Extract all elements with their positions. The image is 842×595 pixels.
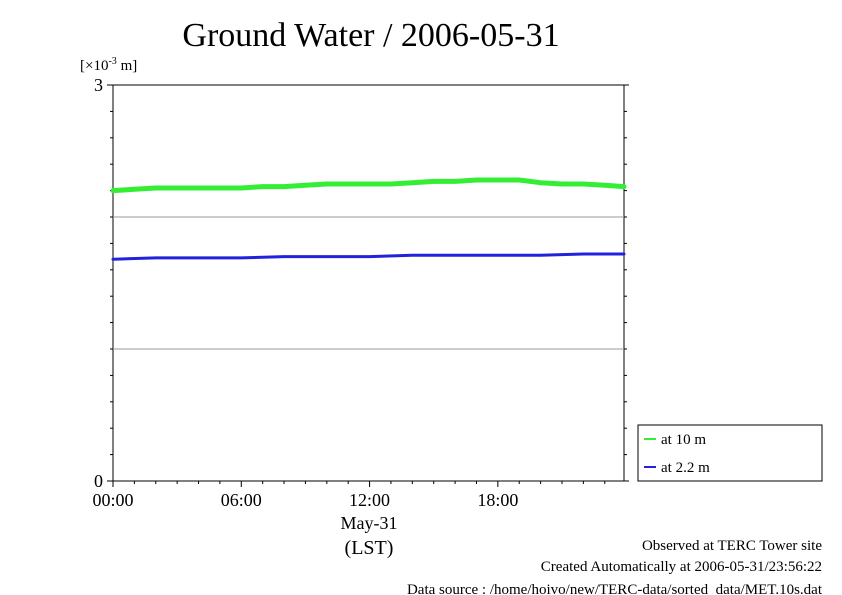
plot-area — [112, 84, 625, 482]
series-line-0 — [110, 177, 627, 194]
x-tick-label-0: 00:00 — [92, 490, 133, 510]
x-axis-ticks: 00:00 06:00 12:00 18:00 — [92, 481, 606, 510]
legend: at 10 m at 2.2 m — [637, 424, 823, 482]
y-axis-ticks: 03 — [94, 75, 629, 491]
footer-source: Data source : /home/hoivo/new/TERC-data/… — [407, 582, 823, 595]
chart-title: Ground Water / 2006-05-31 — [182, 17, 559, 54]
legend-label-2-2m: at 2.2 m — [661, 460, 710, 476]
footer-observed: Observed at TERC Tower site — [642, 538, 822, 554]
y-unit-suffix: m] — [117, 58, 137, 74]
y-tick-label-0: 0 — [94, 471, 103, 491]
x-tick-label-1: 06:00 — [221, 490, 262, 510]
x-timezone-label: (LST) — [345, 537, 394, 559]
series-lines — [110, 177, 627, 261]
footer-created: Created Automatically at 2006-05-31/23:5… — [541, 559, 822, 575]
y-unit-label: [×10-3 m] — [80, 56, 137, 74]
series-line-1 — [111, 252, 626, 261]
legend-box — [637, 424, 823, 482]
y-unit-exponent: -3 — [108, 56, 116, 67]
y-tick-label-1: 3 — [94, 75, 103, 95]
x-tick-label-3: 18:00 — [477, 490, 518, 510]
gridlines — [113, 216, 624, 350]
x-date-label: May-31 — [341, 513, 398, 533]
legend-label-10m: at 10 m — [661, 432, 706, 448]
y-unit-prefix: [×10 — [80, 58, 108, 74]
x-tick-label-2: 12:00 — [349, 490, 390, 510]
